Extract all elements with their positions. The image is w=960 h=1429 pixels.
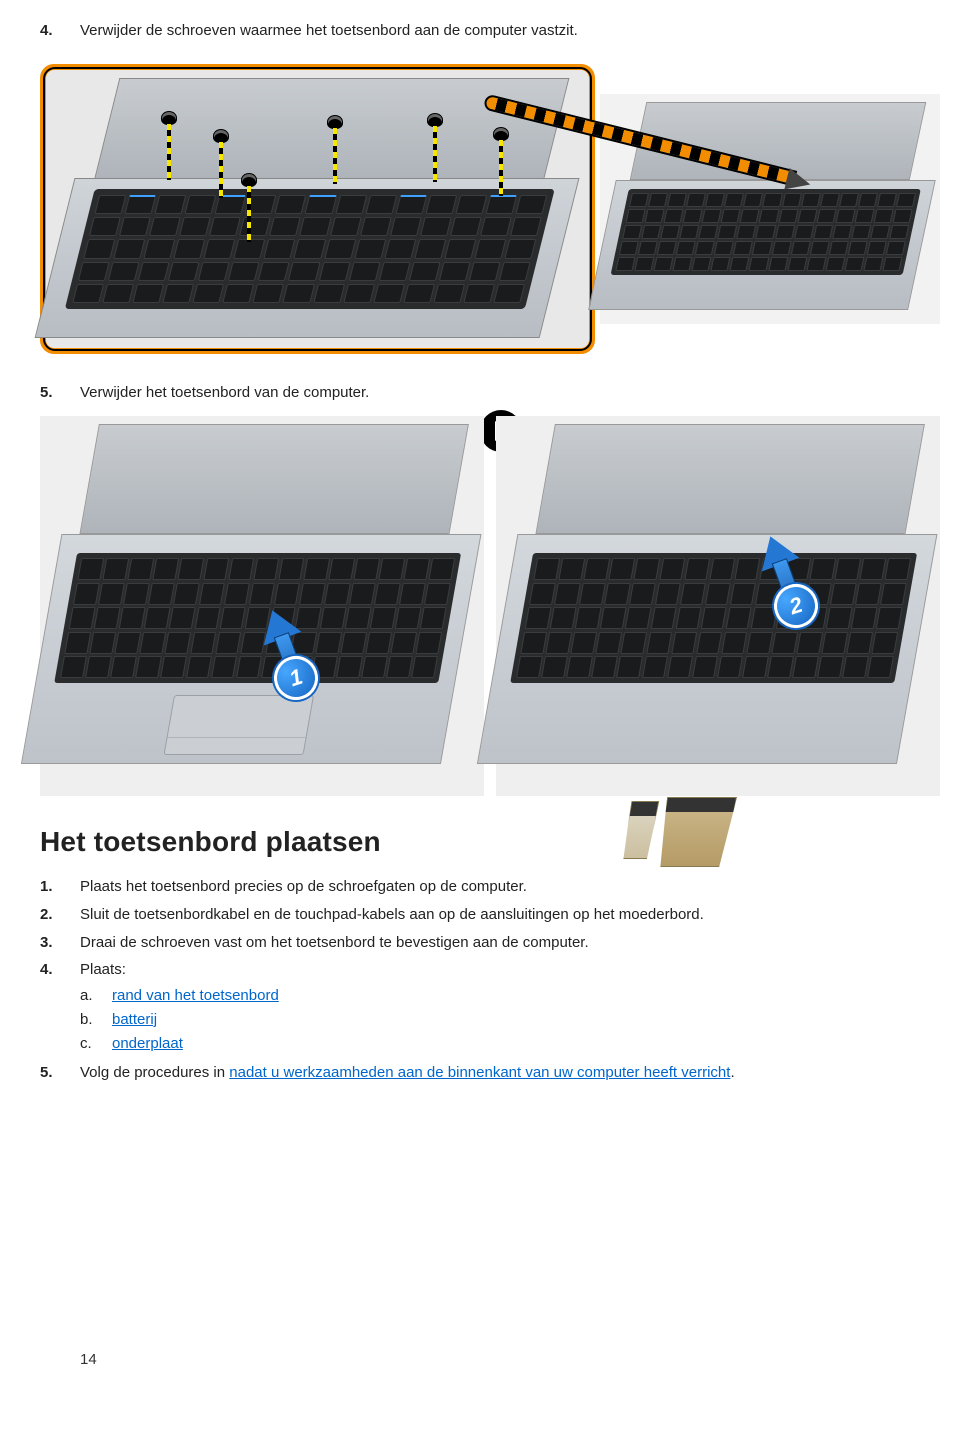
step-text: Plaats het toetsenbord precies op de sch… (80, 876, 527, 898)
step-text: Volg de procedures in nadat u werkzaamhe… (80, 1062, 735, 1084)
sub-marker: c (80, 1033, 98, 1055)
link-base-cover[interactable]: onderplaat (112, 1033, 183, 1055)
screw-icon (328, 116, 342, 188)
step-item: 4 Plaats: a rand van het toetsenbord b b… (40, 959, 920, 1056)
step-item: 5 Volg de procedures in nadat u werkzaam… (40, 1062, 920, 1084)
step-item: 4 Verwijder de schroeven waarmee het toe… (40, 20, 920, 42)
step-number: 4 (40, 20, 62, 42)
step-text: Draai de schroeven vast om het toetsenbo… (80, 932, 589, 954)
sub-step-item: a rand van het toetsenbord (80, 985, 279, 1007)
step-number: 5 (40, 1062, 62, 1084)
step-item: 5 Verwijder het toetsenbord van de compu… (40, 382, 920, 404)
page-number: 14 (80, 1349, 97, 1371)
screw-icon (494, 128, 508, 200)
screw-icon (242, 174, 256, 246)
step-trail: . (730, 1064, 734, 1081)
step-number: 1 (40, 876, 62, 898)
callout-label: 1 (285, 660, 307, 694)
figure-remove-screws (40, 54, 940, 364)
link-after-working[interactable]: nadat u werkzaamheden aan de binnenkant … (229, 1064, 730, 1081)
sub-marker: a (80, 985, 98, 1007)
screw-icon (162, 112, 176, 184)
step-item: 3 Draai de schroeven vast om het toetsen… (40, 932, 920, 954)
figure-panel-2: 2 (496, 416, 940, 796)
screw-icon (428, 114, 442, 186)
step-number: 4 (40, 959, 62, 1056)
sub-step-item: b batterij (80, 1009, 279, 1031)
sub-step-list: a rand van het toetsenbord b batterij c … (80, 985, 279, 1054)
step-lead: Plaats: (80, 961, 126, 978)
step-text: Plaats: a rand van het toetsenbord b bat… (80, 959, 279, 1056)
instruction-list-remove-2: 5 Verwijder het toetsenbord van de compu… (40, 382, 920, 404)
step-number: 2 (40, 904, 62, 926)
step-item: 2 Sluit de toetsenbordkabel en de touchp… (40, 904, 920, 926)
step-lead: Volg de procedures in (80, 1064, 229, 1081)
sub-marker: b (80, 1009, 98, 1031)
step-number: 5 (40, 382, 62, 404)
step-text: Sluit de toetsenbordkabel en de touchpad… (80, 904, 704, 926)
figure-panel-1: 1 (40, 416, 484, 796)
step-text: Verwijder de schroeven waarmee het toets… (80, 20, 578, 42)
section-heading: Het toetsenbord plaatsen (40, 822, 920, 863)
sub-step-item: c onderplaat (80, 1033, 279, 1055)
step-number: 3 (40, 932, 62, 954)
callout-label: 2 (785, 588, 807, 622)
link-keyboard-trim[interactable]: rand van het toetsenbord (112, 985, 279, 1007)
link-battery[interactable]: batterij (112, 1009, 157, 1031)
figure-remove-keyboard: 1 2 (40, 416, 940, 796)
step-text: Verwijder het toetsenbord van de compute… (80, 382, 369, 404)
instruction-list-install: 1 Plaats het toetsenbord precies op de s… (40, 876, 920, 1084)
figure-inset (600, 94, 940, 324)
screw-icon (214, 130, 228, 202)
step-item: 1 Plaats het toetsenbord precies op de s… (40, 876, 920, 898)
instruction-list-remove: 4 Verwijder de schroeven waarmee het toe… (40, 20, 920, 42)
